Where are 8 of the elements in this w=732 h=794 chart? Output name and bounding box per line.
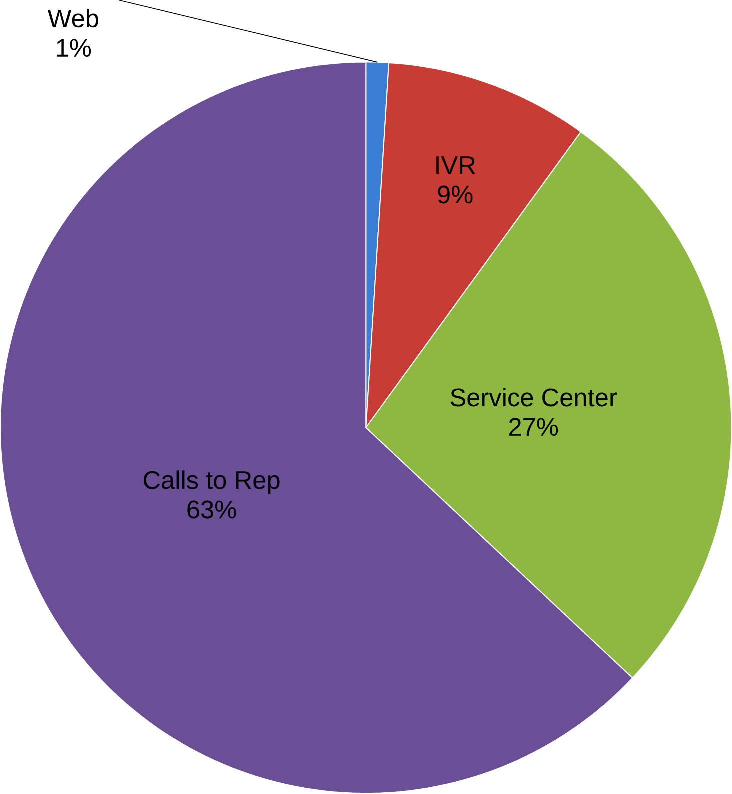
data-label: 27% bbox=[509, 418, 558, 436]
slice-label: Web bbox=[48, 9, 98, 28]
slice-label: Service Center bbox=[450, 388, 617, 407]
slice-label: Calls to Rep bbox=[144, 470, 280, 494]
data-label: 63% bbox=[188, 500, 236, 519]
slice-label: IVR bbox=[436, 156, 476, 174]
data-label: 9% bbox=[438, 186, 473, 204]
data-label: 1% bbox=[57, 39, 91, 57]
